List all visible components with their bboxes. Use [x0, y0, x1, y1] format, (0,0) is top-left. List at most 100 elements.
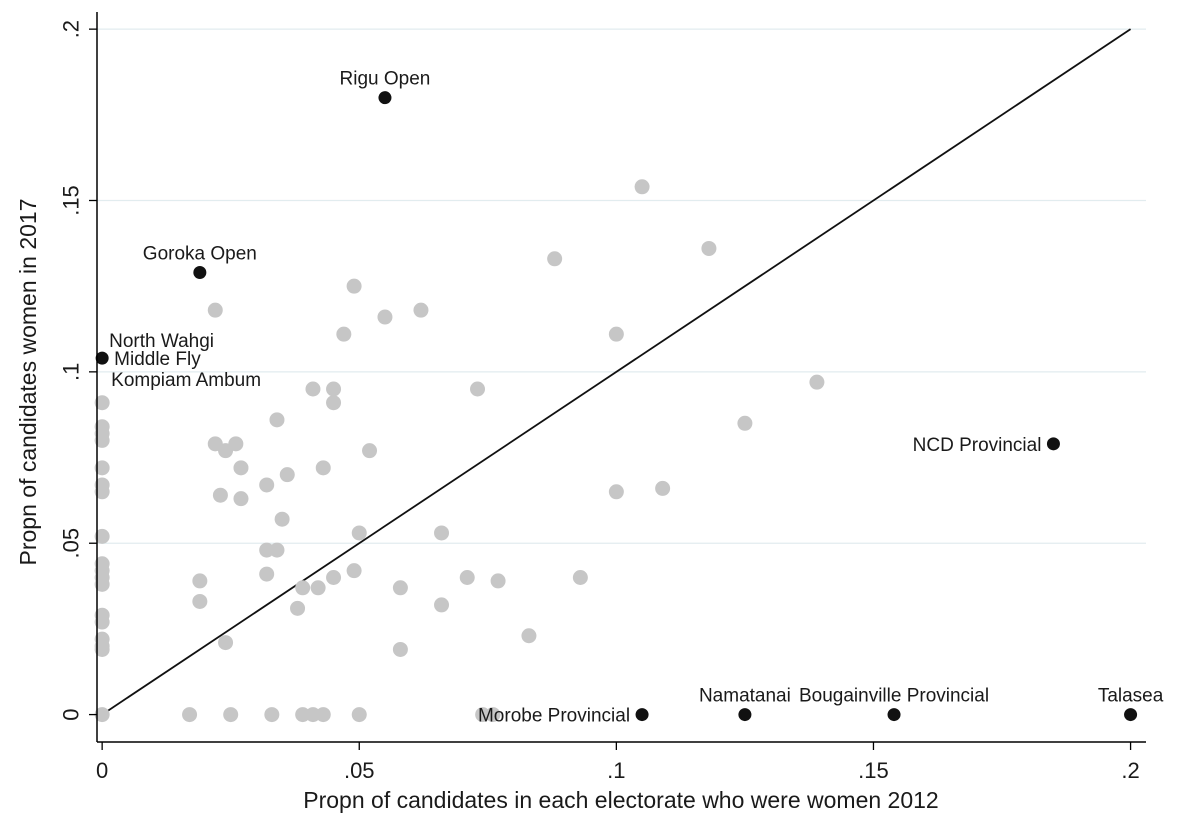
- x-tick-label: .2: [1121, 758, 1139, 783]
- data-point: [94, 641, 110, 657]
- y-tick-label: .05: [59, 528, 84, 559]
- data-point: [192, 593, 208, 609]
- point-label: Bougainville Provincial: [799, 686, 989, 707]
- point-label: Talasea: [1098, 686, 1164, 707]
- data-point: [377, 309, 393, 325]
- data-point: [547, 251, 563, 267]
- point-label: Namatanai: [699, 686, 791, 707]
- point-label: Goroka Open: [143, 243, 257, 264]
- data-point: [269, 412, 285, 428]
- x-tick-label: .15: [858, 758, 889, 783]
- reference-line: [101, 28, 1132, 716]
- point-label: North Wahgi: [109, 331, 214, 352]
- data-point: [94, 432, 110, 448]
- point-label: Kompiam Ambum: [111, 370, 261, 391]
- data-point: [655, 480, 671, 496]
- data-point: [634, 179, 650, 195]
- point-label: NCD Provincial: [913, 435, 1042, 456]
- highlighted-point: [738, 708, 752, 722]
- data-point: [485, 707, 501, 723]
- point-label: Middle Fly: [114, 349, 201, 370]
- x-tick-label: 0: [96, 758, 108, 783]
- data-point: [608, 484, 624, 500]
- data-point: [336, 326, 352, 342]
- data-point: [351, 707, 367, 723]
- highlighted-point: [95, 351, 109, 365]
- data-point: [809, 374, 825, 390]
- y-tick-label: .15: [59, 185, 84, 216]
- data-point: [223, 707, 239, 723]
- data-point: [459, 569, 475, 585]
- data-point: [94, 484, 110, 500]
- highlighted-point: [1124, 708, 1138, 722]
- data-point: [413, 302, 429, 318]
- data-point: [295, 707, 311, 723]
- data-point: [351, 525, 367, 541]
- data-point: [259, 477, 275, 493]
- data-point: [259, 542, 275, 558]
- highlighted-point: [193, 265, 207, 279]
- data-point: [94, 395, 110, 411]
- y-tick-label: .1: [59, 363, 84, 381]
- highlighted-point: [635, 708, 649, 722]
- data-point: [94, 707, 110, 723]
- data-point: [434, 597, 450, 613]
- data-point: [290, 600, 306, 616]
- data-point: [295, 580, 311, 596]
- data-point: [315, 707, 331, 723]
- data-point: [310, 580, 326, 596]
- point-label: Rigu Open: [340, 69, 431, 90]
- data-point: [305, 707, 321, 723]
- data-point: [346, 278, 362, 294]
- x-tick-label: .1: [607, 758, 625, 783]
- data-point: [228, 436, 244, 452]
- reference-line-layer: [101, 28, 1132, 716]
- data-point: [212, 487, 228, 503]
- data-point: [737, 415, 753, 431]
- data-points: [94, 91, 1138, 723]
- data-point: [94, 528, 110, 544]
- data-point: [94, 614, 110, 630]
- y-tick-label: .2: [59, 20, 84, 38]
- data-point: [279, 467, 295, 483]
- y-tick-label: 0: [59, 708, 84, 720]
- data-point: [434, 525, 450, 541]
- data-point: [326, 381, 342, 397]
- data-point: [362, 443, 378, 459]
- data-point: [192, 573, 208, 589]
- data-point: [315, 460, 331, 476]
- data-point: [608, 326, 624, 342]
- x-axis-title: Propn of candidates in each electorate w…: [303, 787, 938, 813]
- data-point: [305, 381, 321, 397]
- data-point: [701, 240, 717, 256]
- data-point: [326, 395, 342, 411]
- data-point: [233, 491, 249, 507]
- highlighted-point: [1046, 437, 1060, 451]
- data-point: [182, 707, 198, 723]
- data-point: [269, 542, 285, 558]
- axis-ticks: 0 .05 .1 .15 .2 0 .05 .1 .15 .2: [59, 20, 1140, 783]
- data-point: [264, 707, 280, 723]
- x-tick-label: .05: [344, 758, 375, 783]
- data-point: [259, 566, 275, 582]
- data-point: [572, 569, 588, 585]
- data-point: [392, 641, 408, 657]
- data-point: [274, 511, 290, 527]
- data-point: [94, 460, 110, 476]
- data-point: [207, 302, 223, 318]
- data-point: [521, 628, 537, 644]
- data-point: [470, 381, 486, 397]
- data-point: [392, 580, 408, 596]
- data-point: [475, 707, 491, 723]
- data-point: [94, 576, 110, 592]
- axes: [96, 12, 1146, 743]
- highlighted-point: [887, 708, 901, 722]
- data-point: [346, 563, 362, 579]
- y-axis-title: Propn of candidates women in 2017: [15, 199, 41, 566]
- data-point: [490, 573, 506, 589]
- data-point: [326, 569, 342, 585]
- data-point: [233, 460, 249, 476]
- point-label: Morobe Provincial: [478, 706, 630, 727]
